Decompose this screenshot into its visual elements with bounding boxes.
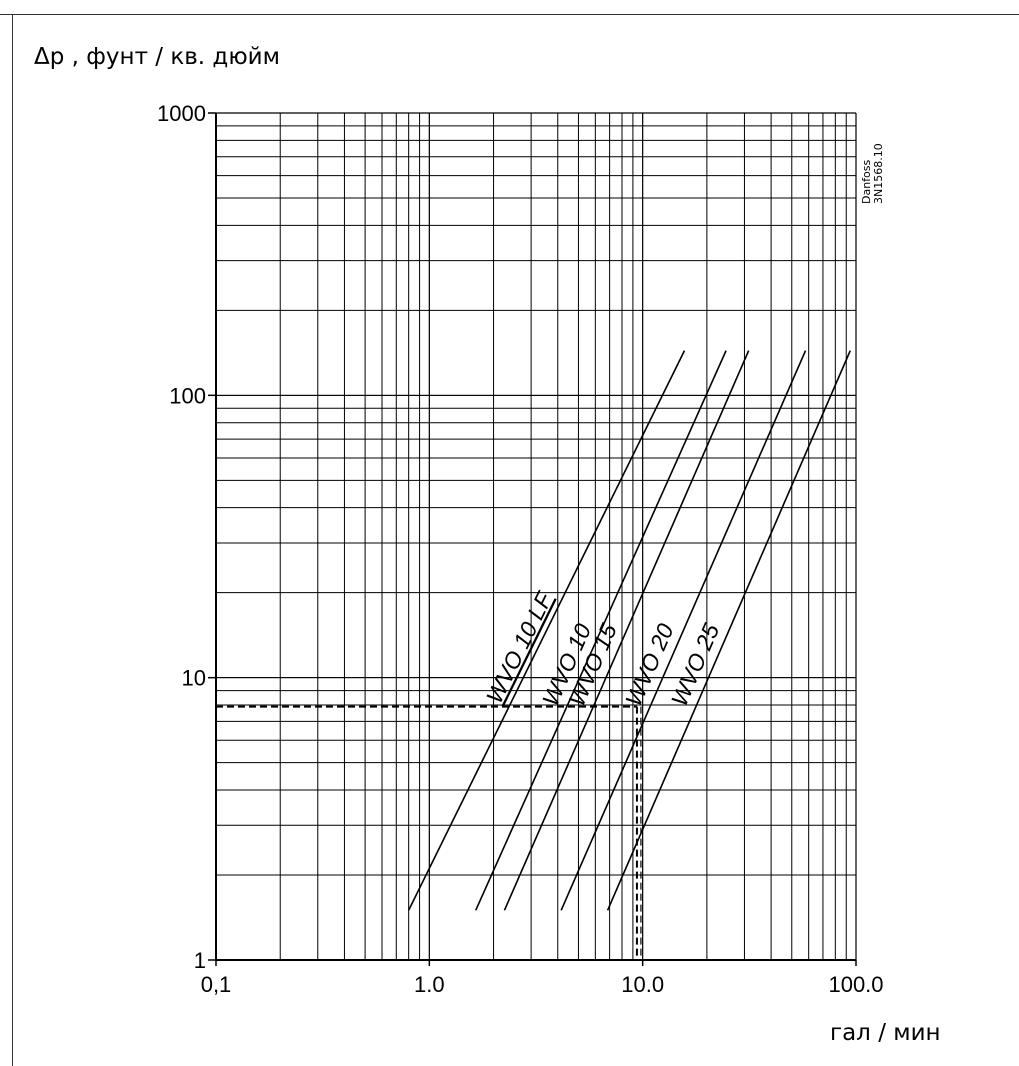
series-line-1	[407, 350, 686, 911]
x-axis-label: гал / мин	[830, 1020, 941, 1046]
x-tick-label: 1.0	[414, 972, 445, 997]
y-tick-label: 10	[182, 666, 206, 691]
y-tick-label: 1	[194, 948, 206, 973]
x-tick-label: 10.0	[621, 972, 664, 997]
series-line-2	[474, 350, 727, 911]
y-axis-label: Δp , фунт / кв. дюйм	[34, 44, 280, 70]
y-tick-label: 1000	[157, 101, 206, 126]
y-tick-label: 100	[169, 383, 206, 408]
series-line-3	[503, 350, 750, 911]
frame-left-rule	[12, 14, 13, 1066]
grid	[215, 112, 857, 961]
x-tick-label: 100.0	[828, 972, 883, 997]
x-tick-label: 0,1	[201, 972, 232, 997]
frame-top-rule	[0, 14, 1019, 15]
axes	[208, 112, 857, 966]
series-lines	[407, 350, 852, 911]
series-line-5	[606, 350, 852, 911]
tick-labels: 1 10 100 1000 0,1 1.0 10.0 100.0	[157, 101, 883, 997]
series-line-4	[560, 350, 807, 911]
